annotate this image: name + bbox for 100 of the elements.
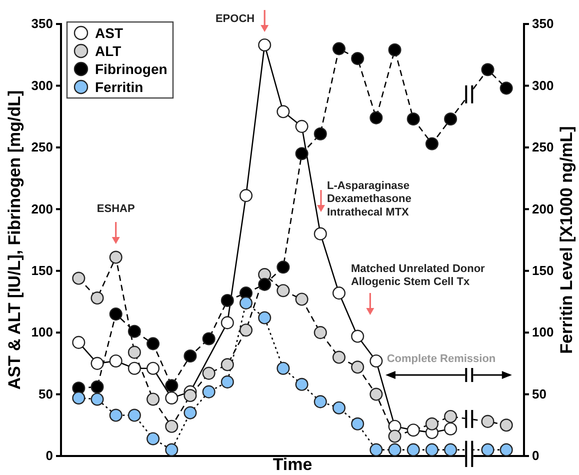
y2-tick-label: 0	[532, 448, 540, 464]
y2-tick-label: 150	[532, 263, 554, 278]
point	[332, 286, 346, 300]
point	[165, 443, 178, 456]
y-tick-label: 100	[31, 324, 53, 340]
point	[258, 311, 272, 324]
point	[444, 410, 458, 424]
point	[128, 362, 141, 375]
y2-tick-label: 300	[532, 78, 554, 93]
point	[109, 408, 122, 422]
point	[165, 391, 178, 404]
point	[220, 358, 234, 372]
point	[202, 366, 216, 380]
point	[425, 417, 438, 430]
point	[220, 294, 234, 307]
x-axis-title: Time	[272, 455, 312, 474]
point	[239, 189, 253, 202]
point	[109, 354, 122, 368]
annotation: Matched Unrelated Donor Allogenic Stem Cell Tx	[350, 263, 486, 288]
point	[184, 406, 197, 420]
point	[332, 401, 346, 414]
y2-tick-label: 100	[532, 324, 554, 340]
y2-tick-label: 50	[532, 386, 546, 402]
point	[276, 362, 290, 375]
point	[146, 392, 160, 406]
annotation: L-Asparaginase Dexamethasone Intrathecal MTX	[326, 180, 412, 218]
legend-label: ALT	[95, 43, 122, 59]
point	[146, 362, 160, 375]
point	[351, 360, 364, 374]
point	[481, 443, 494, 456]
point	[314, 127, 327, 140]
point	[128, 346, 141, 359]
point	[332, 42, 346, 56]
point	[444, 422, 458, 436]
y-tick-label: 300	[31, 78, 53, 93]
point	[72, 391, 86, 404]
point	[109, 250, 122, 264]
y2-tick-label: 350	[532, 16, 554, 32]
point	[276, 105, 290, 118]
point	[72, 272, 86, 285]
point	[500, 418, 513, 432]
point	[314, 227, 327, 240]
point	[220, 375, 234, 388]
y-tick-label: 50	[38, 386, 53, 402]
point	[184, 389, 197, 402]
point	[351, 417, 364, 430]
point	[90, 392, 104, 406]
y-tick-label: 250	[31, 140, 53, 155]
point	[406, 424, 420, 437]
point	[276, 260, 290, 274]
point	[239, 296, 253, 310]
annotation: EPOCH	[215, 13, 255, 25]
y-tick-label: 200	[31, 201, 53, 216]
point	[314, 395, 327, 408]
point	[351, 52, 364, 66]
point	[258, 38, 272, 52]
legend-label: AST	[95, 25, 124, 41]
point	[90, 292, 104, 305]
annotation: Complete Remission	[386, 353, 496, 365]
point	[370, 354, 383, 368]
point	[239, 324, 253, 337]
point	[388, 430, 402, 443]
y-tick-label: 350	[31, 16, 53, 32]
point	[500, 82, 513, 95]
y2-tick-label: 200	[532, 201, 554, 216]
point	[370, 111, 383, 124]
point	[388, 43, 402, 56]
point	[165, 379, 178, 392]
point	[425, 443, 438, 456]
point	[295, 378, 308, 391]
point	[258, 278, 272, 291]
y-tick-label: 0	[46, 448, 53, 464]
point	[184, 350, 197, 363]
point	[500, 443, 513, 456]
point	[481, 63, 494, 76]
point	[128, 324, 141, 338]
y-tick-label: 150	[31, 263, 53, 278]
point	[332, 350, 346, 364]
point	[370, 388, 383, 401]
point	[444, 112, 458, 126]
point	[481, 414, 494, 428]
point	[276, 284, 290, 298]
point	[406, 443, 420, 456]
point	[90, 380, 104, 394]
point	[146, 432, 160, 446]
annotation: ESHAP	[96, 203, 135, 215]
point	[406, 112, 420, 126]
legend-label: Fibrinogen	[95, 61, 168, 77]
point	[295, 147, 308, 160]
y2-tick-label: 250	[532, 140, 554, 155]
point	[165, 420, 178, 433]
point	[295, 292, 308, 306]
point	[388, 443, 402, 456]
point	[128, 408, 141, 422]
point	[370, 443, 383, 456]
point	[109, 308, 122, 321]
point	[90, 356, 104, 370]
point	[314, 326, 327, 340]
legend-label: Ferritin	[95, 79, 144, 95]
y-axis-title: AST & ALT [IU/L], Fibrinogen [mg/dL]	[5, 90, 24, 390]
